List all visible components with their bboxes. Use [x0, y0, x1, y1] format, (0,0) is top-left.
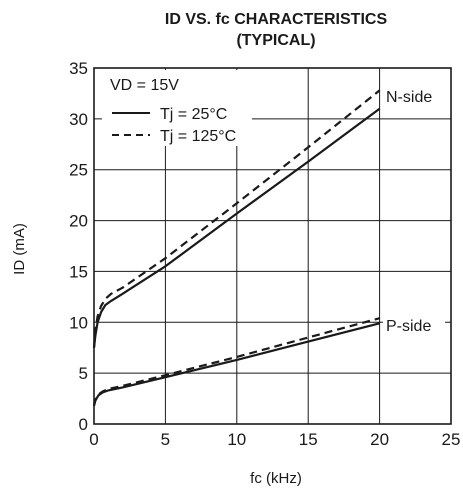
plot-frame [93, 67, 452, 425]
series-line-p-side-125c [92, 317, 380, 406]
legend-entry-125c: Tj = 125°C [160, 128, 236, 145]
x-axis-label: fc (kHz) [250, 470, 302, 487]
x-tick-label: 10 [227, 430, 246, 449]
x-tick-label: 25 [442, 430, 461, 449]
series-line-n-side-125c [92, 89, 381, 348]
y-tick-label: 20 [69, 212, 88, 231]
x-tick-label: 5 [161, 430, 170, 449]
chart-subtitle: (TYPICAL) [236, 32, 315, 49]
p-side-label: P-side [386, 318, 431, 335]
chart-title: ID VS. fc CHARACTERISTICS [165, 11, 388, 28]
y-tick-label: 5 [79, 364, 88, 383]
x-tick-label: 0 [89, 430, 98, 449]
legend-background [102, 70, 252, 146]
y-tick-label: 25 [69, 161, 88, 180]
annotations: N-side P-side [383, 84, 445, 337]
y-tick-label: 15 [69, 262, 88, 281]
legend-header: VD = 15V [110, 77, 179, 94]
y-tick-label: 10 [69, 313, 88, 332]
p-side-label-bg [383, 313, 445, 337]
n-side-label: N-side [386, 89, 432, 106]
tick-labels: 0 5 10 15 20 25 0 5 10 15 20 25 30 35 [69, 59, 460, 449]
x-tick-label: 15 [299, 430, 318, 449]
y-tick-label: 35 [69, 59, 88, 78]
series-line-n-side-25c [92, 107, 381, 348]
legend-entry-25c: Tj = 25°C [160, 106, 227, 123]
y-axis-label: ID (mA) [11, 223, 28, 275]
series-group [92, 89, 381, 406]
legend: VD = 15V Tj = 25°C Tj = 125°C [102, 70, 252, 146]
y-tick-label: 30 [69, 110, 88, 129]
n-side-label-bg [383, 84, 445, 108]
series-line-p-side-25c [92, 322, 380, 406]
y-tick-label: 0 [79, 415, 88, 434]
x-tick-label: 20 [370, 430, 389, 449]
